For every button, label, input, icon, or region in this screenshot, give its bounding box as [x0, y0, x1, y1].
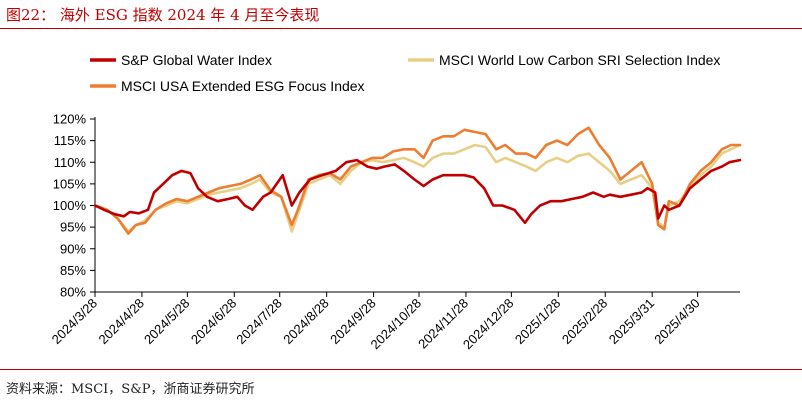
y-axis: 80% 85% 90% 95% 100% 105% 110% 115% 120% [53, 112, 96, 300]
y-tick-label: 105% [53, 176, 87, 191]
series-line [93, 158, 742, 225]
source-divider [0, 369, 802, 370]
legend-label: MSCI USA Extended ESG Focus Index [121, 78, 365, 94]
x-tick-label: 2025/4/30 [651, 296, 703, 348]
title-divider [0, 28, 802, 29]
x-tick-label: 2024/8/28 [280, 296, 332, 348]
y-tick-label: 95% [60, 220, 86, 235]
y-tick-label: 100% [53, 198, 87, 213]
x-tick-label: 2025/3/31 [606, 296, 658, 348]
y-tick-label: 120% [53, 112, 87, 127]
x-tick-label: 2024/3/28 [49, 296, 101, 348]
y-tick-label: 90% [60, 241, 86, 256]
legend: S&P Global Water Index MSCI World Low Car… [90, 52, 720, 94]
series-line [93, 143, 742, 233]
x-tick-label: 2024/5/28 [141, 296, 193, 348]
y-tick-label: 115% [54, 133, 87, 148]
figure-title: 图22： 海外 ESG 指数 2024 年 4 月至今表现 [6, 6, 320, 24]
y-tick-label: 110% [54, 155, 87, 170]
x-tick-label: 2024/4/28 [96, 296, 148, 348]
series-lines [93, 126, 742, 235]
source-note: 资料来源：MSCI，S&P，浙商证券研究所 [6, 382, 255, 397]
legend-label: S&P Global Water Index [121, 52, 272, 68]
x-tick-label: 2024/7/28 [233, 296, 285, 348]
x-tick-label: 2025/2/28 [559, 296, 611, 348]
legend-label: MSCI World Low Carbon SRI Selection Inde… [439, 52, 720, 68]
x-axis: 2024/3/282024/4/282024/5/282024/6/282024… [49, 291, 740, 352]
y-tick-label: 80% [60, 285, 86, 300]
x-tick-label: 2024/6/28 [188, 296, 240, 348]
x-tick-label: 2025/1/28 [512, 296, 564, 348]
line-chart: S&P Global Water Index MSCI World Low Car… [49, 52, 742, 352]
y-tick-label: 85% [60, 263, 86, 278]
